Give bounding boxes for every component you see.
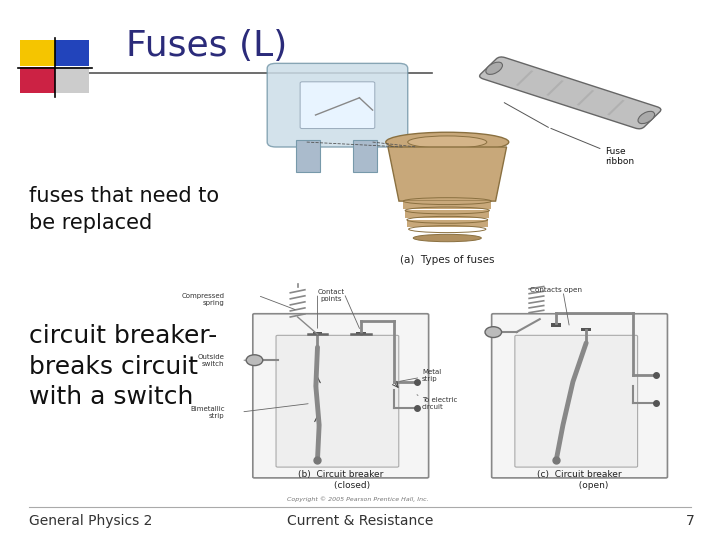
Bar [356,332,366,335]
Ellipse shape [638,111,654,124]
FancyBboxPatch shape [577,90,594,106]
Text: circuit breaker-
breaks circuit
with a switch: circuit breaker- breaks circuit with a s… [29,324,217,409]
Ellipse shape [408,136,487,148]
Bar [312,332,323,335]
Circle shape [485,327,502,338]
Text: Fuses (L): Fuses (L) [126,29,287,63]
Bar [552,323,562,327]
Ellipse shape [413,234,481,242]
FancyBboxPatch shape [253,314,428,478]
Text: Contact
points: Contact points [318,289,344,302]
Text: General Physics 2: General Physics 2 [29,514,152,528]
Polygon shape [403,201,491,208]
Ellipse shape [486,62,503,75]
Text: 7: 7 [686,514,695,528]
Bar [55,67,89,93]
Bar [353,140,377,172]
Text: Fuse
ribbon: Fuse ribbon [551,129,634,166]
Text: Compressed
spring: Compressed spring [181,293,225,306]
Bar [581,328,591,331]
FancyBboxPatch shape [492,314,667,478]
Polygon shape [407,220,487,227]
Bar [55,40,89,66]
Bar [20,40,55,66]
Text: Copyright © 2005 Pearson Prentice Hall, Inc.: Copyright © 2005 Pearson Prentice Hall, … [287,496,428,502]
FancyBboxPatch shape [515,335,638,467]
FancyBboxPatch shape [546,80,564,96]
FancyBboxPatch shape [480,57,661,129]
Text: Contacts open: Contacts open [530,287,582,293]
FancyBboxPatch shape [300,82,375,129]
Polygon shape [405,211,490,218]
Text: To electric
circuit: To electric circuit [422,397,457,410]
FancyBboxPatch shape [267,63,408,147]
Ellipse shape [386,132,509,152]
Text: Current & Resistance: Current & Resistance [287,514,433,528]
Bar [20,67,55,93]
FancyBboxPatch shape [276,335,399,467]
Text: Metal
strip: Metal strip [422,369,441,382]
Text: (a)  Types of fuses: (a) Types of fuses [400,255,495,265]
Text: Outside
switch: Outside switch [198,354,225,367]
Circle shape [246,355,263,366]
FancyBboxPatch shape [607,100,625,116]
Bar [296,140,320,172]
FancyBboxPatch shape [516,70,534,86]
Text: (c)  Circuit breaker
          (open): (c) Circuit breaker (open) [537,470,622,490]
Text: Bimetallic
strip: Bimetallic strip [190,406,225,419]
Text: fuses that need to
be replaced: fuses that need to be replaced [29,186,219,233]
Text: (b)  Circuit breaker
        (closed): (b) Circuit breaker (closed) [298,470,384,490]
Polygon shape [388,147,507,201]
